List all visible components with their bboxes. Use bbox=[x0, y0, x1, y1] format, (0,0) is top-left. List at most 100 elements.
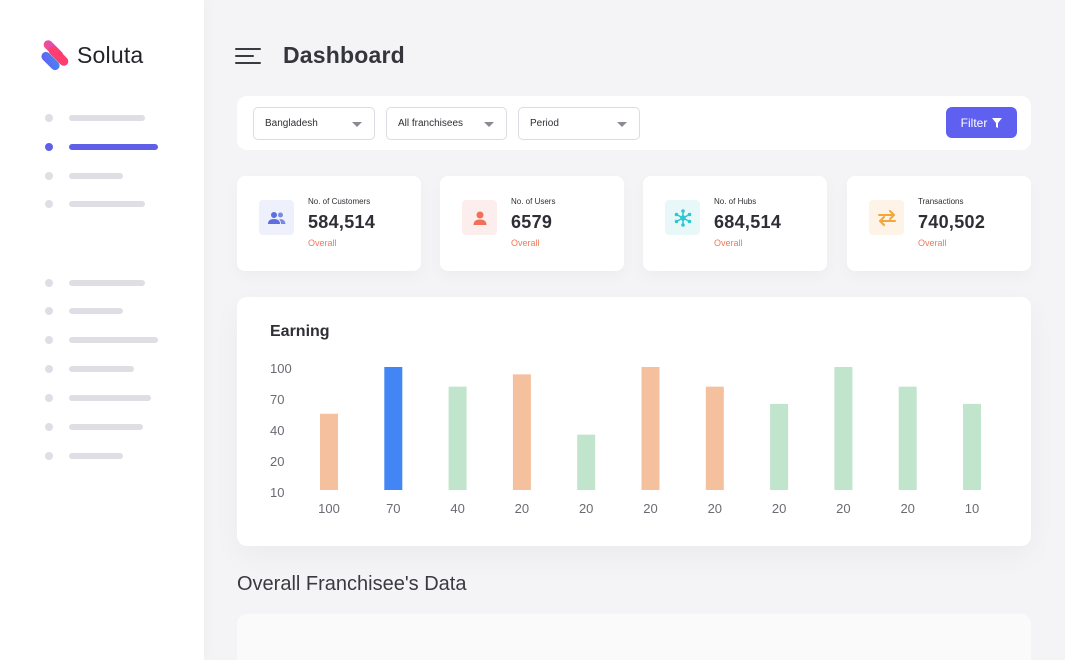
hamburger-icon[interactable] bbox=[235, 46, 263, 66]
logo[interactable]: Soluta bbox=[40, 38, 143, 72]
filter-bar: Bangladesh All franchisees Period Filter bbox=[237, 96, 1031, 150]
nav-dot bbox=[45, 394, 53, 402]
stat-sub: Overall bbox=[308, 238, 337, 248]
chart-bar[interactable] bbox=[770, 403, 789, 490]
nav-dot bbox=[45, 452, 53, 460]
sidebar-item-7[interactable] bbox=[45, 335, 158, 345]
x-tick-label: 20 bbox=[900, 501, 914, 516]
nav-dot bbox=[45, 336, 53, 344]
y-tick-label: 20 bbox=[270, 454, 284, 469]
stat-value: 6579 bbox=[511, 212, 553, 232]
chart-bar[interactable] bbox=[448, 386, 467, 490]
chart-bar[interactable] bbox=[834, 367, 853, 490]
x-tick-label: 70 bbox=[386, 501, 400, 516]
nav-placeholder-line bbox=[69, 308, 123, 314]
x-tick-label: 20 bbox=[643, 501, 657, 516]
x-tick-label: 10 bbox=[965, 501, 979, 516]
sidebar-item-11[interactable] bbox=[45, 451, 123, 461]
x-tick-label: 40 bbox=[450, 501, 464, 516]
nav-dot bbox=[45, 172, 53, 180]
stat-label: No. of Customers bbox=[308, 197, 371, 206]
franchisee-select-value: All franchisees bbox=[398, 118, 464, 129]
nav-dot bbox=[45, 279, 53, 287]
section-title: Overall Franchisee's Data bbox=[237, 573, 467, 595]
sidebar-item-8[interactable] bbox=[45, 364, 134, 374]
period-select[interactable]: Period bbox=[518, 107, 640, 140]
users-icon bbox=[259, 200, 294, 235]
y-tick-label: 70 bbox=[270, 392, 284, 407]
y-tick-label: 10 bbox=[270, 485, 284, 500]
nav-placeholder-line bbox=[69, 115, 145, 121]
nav-placeholder-line bbox=[69, 201, 145, 207]
stat-card-transactions[interactable]: Transactions 740,502 Overall bbox=[847, 176, 1031, 271]
nav-placeholder-line bbox=[69, 366, 134, 372]
x-tick-label: 20 bbox=[515, 501, 529, 516]
nav-dot bbox=[45, 200, 53, 208]
earning-chart-card: Earning 100 70 40 20 10 100 70 40 20 20 20 20 20 20 20… bbox=[237, 297, 1031, 546]
country-select-value: Bangladesh bbox=[265, 118, 318, 129]
stat-label: No. of Hubs bbox=[714, 197, 757, 206]
chart-bar[interactable] bbox=[512, 374, 531, 490]
stat-sub: Overall bbox=[511, 238, 540, 248]
franchisee-select[interactable]: All franchisees bbox=[386, 107, 507, 140]
sidebar-item-2-active[interactable] bbox=[45, 142, 158, 152]
user-icon bbox=[462, 200, 497, 235]
x-tick-label: 20 bbox=[579, 501, 593, 516]
nav-placeholder-line bbox=[69, 453, 123, 459]
stat-label: Transactions bbox=[918, 197, 964, 206]
x-tick-label: 100 bbox=[318, 501, 340, 516]
stat-card-users[interactable]: No. of Users 6579 Overall bbox=[440, 176, 624, 271]
y-tick-label: 100 bbox=[270, 361, 292, 376]
nav-placeholder-line bbox=[69, 144, 158, 150]
stat-label: No. of Users bbox=[511, 197, 556, 206]
sidebar-item-1[interactable] bbox=[45, 113, 145, 123]
sidebar-item-6[interactable] bbox=[45, 306, 123, 316]
chart-bar[interactable] bbox=[384, 367, 403, 490]
chart-bar[interactable] bbox=[898, 386, 917, 490]
chart-bar[interactable] bbox=[641, 367, 660, 490]
chevron-down-icon bbox=[352, 122, 362, 127]
hub-icon bbox=[665, 200, 700, 235]
nav-placeholder-line bbox=[69, 280, 145, 286]
app-name: Soluta bbox=[77, 41, 144, 68]
nav-placeholder-line bbox=[69, 424, 143, 430]
stat-sub: Overall bbox=[714, 238, 743, 248]
chart-bar[interactable] bbox=[963, 403, 981, 490]
sidebar-item-3[interactable] bbox=[45, 171, 123, 181]
nav-dot bbox=[45, 114, 53, 122]
x-tick-label: 20 bbox=[708, 501, 722, 516]
nav-placeholder-line bbox=[69, 173, 123, 179]
stat-value: 740,502 bbox=[918, 212, 986, 232]
chevron-down-icon bbox=[484, 122, 494, 127]
stat-card-customers[interactable]: No. of Customers 584,514 Overall bbox=[237, 176, 421, 271]
chevron-down-icon bbox=[617, 122, 627, 127]
country-select[interactable]: Bangladesh bbox=[253, 107, 375, 140]
filter-button[interactable]: Filter bbox=[946, 107, 1017, 138]
sidebar-item-10[interactable] bbox=[45, 422, 143, 432]
nav-dot bbox=[45, 307, 53, 315]
sidebar: Soluta bbox=[0, 0, 204, 660]
chart-title: Earning bbox=[270, 323, 330, 340]
stat-card-hubs[interactable]: No. of Hubs 684,514 Overall bbox=[643, 176, 827, 271]
franchisee-data-card bbox=[237, 614, 1031, 660]
chart-bar[interactable] bbox=[577, 434, 596, 490]
y-tick-label: 40 bbox=[270, 423, 284, 438]
funnel-icon bbox=[992, 117, 1003, 128]
sidebar-item-4[interactable] bbox=[45, 199, 145, 209]
nav-dot bbox=[45, 365, 53, 373]
filter-button-label: Filter bbox=[960, 115, 988, 130]
chart-bar[interactable] bbox=[320, 413, 338, 490]
sidebar-item-9[interactable] bbox=[45, 393, 151, 403]
nav-dot bbox=[45, 143, 53, 151]
x-tick-label: 20 bbox=[772, 501, 786, 516]
earning-chart: 100 70 40 20 10 100 70 40 20 20 20 20 20 20 20 10 bbox=[270, 361, 981, 516]
stat-value: 684,514 bbox=[714, 212, 782, 232]
soluta-logo-icon bbox=[41, 40, 69, 71]
chart-bar[interactable] bbox=[705, 386, 724, 490]
nav-dot bbox=[45, 423, 53, 431]
stat-sub: Overall bbox=[918, 238, 947, 248]
sidebar-item-5[interactable] bbox=[45, 278, 145, 288]
period-select-value: Period bbox=[530, 118, 559, 129]
x-tick-label: 20 bbox=[836, 501, 850, 516]
swap-icon bbox=[869, 200, 904, 235]
